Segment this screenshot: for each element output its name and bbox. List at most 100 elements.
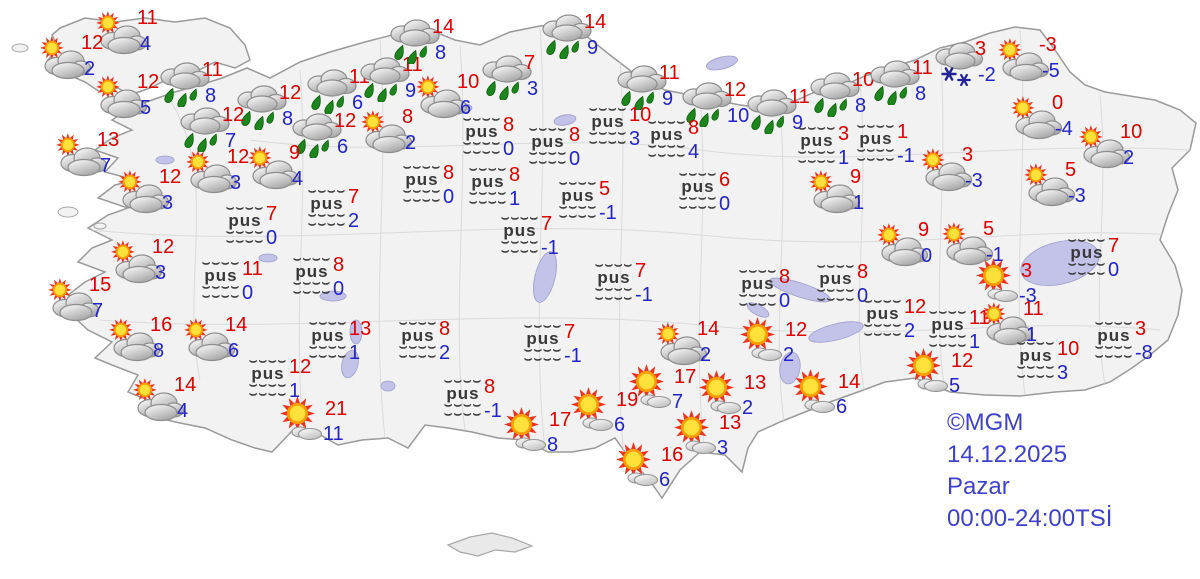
- fog-icon: ⌣⌣⌣⌣ pus ⌣⌣⌣⌣ ⌣⌣⌣⌣: [669, 168, 727, 214]
- high-temp: 8: [402, 106, 414, 128]
- low-temp: -2: [978, 64, 996, 86]
- low-temp: -1: [897, 145, 915, 167]
- fog-wave-row: ⌣⌣⌣⌣: [443, 374, 483, 389]
- high-temp: 14: [697, 318, 720, 340]
- low-temp: -1: [541, 237, 559, 259]
- sun-icon: [899, 346, 955, 392]
- fog-icon: ⌣⌣⌣⌣ pus ⌣⌣⌣⌣ ⌣⌣⌣⌣: [1007, 337, 1065, 383]
- low-temp: 5: [949, 375, 961, 397]
- high-temp: 8: [857, 261, 869, 283]
- low-temp: 8: [153, 340, 165, 362]
- time-range-text: 00:00-24:00TSİ: [947, 505, 1113, 532]
- low-temp: 0: [921, 245, 933, 267]
- low-temp: -1: [564, 345, 582, 367]
- fog-label: pus: [526, 329, 560, 348]
- fog-icon: ⌣⌣⌣⌣ pus ⌣⌣⌣⌣ ⌣⌣⌣⌣: [298, 184, 356, 231]
- fog-wave-row: ⌣⌣⌣⌣: [443, 407, 483, 422]
- low-temp: -3: [1019, 285, 1037, 307]
- low-temp: 11: [323, 423, 344, 445]
- high-temp: 12: [152, 236, 175, 258]
- low-temp: 3: [717, 437, 729, 459]
- low-temp: -3: [965, 170, 983, 192]
- high-temp: 12: [951, 350, 974, 372]
- low-temp: 2: [904, 320, 916, 342]
- low-temp: 0: [857, 285, 869, 307]
- low-temp: 0: [569, 148, 581, 170]
- fog-wave-row: ⌣⌣⌣⌣: [402, 193, 442, 208]
- fog-wave-row: ⌣⌣⌣⌣: [308, 340, 348, 355]
- fog-wave-row: ⌣⌣⌣⌣: [468, 186, 508, 201]
- fog-label: pus: [1070, 243, 1104, 262]
- high-temp: 12: [222, 104, 245, 126]
- fog-label: pus: [650, 125, 684, 144]
- low-temp: 0: [242, 282, 254, 304]
- high-temp: 8: [779, 266, 791, 288]
- fog-icon: ⌣⌣⌣⌣ pus ⌣⌣⌣⌣ ⌣⌣⌣⌣: [847, 119, 905, 166]
- fog-wave-row: ⌣⌣⌣⌣: [1094, 349, 1134, 364]
- fog-wave-row: ⌣⌣⌣⌣: [402, 184, 442, 199]
- fog-wave-row: ⌣⌣⌣⌣: [863, 294, 903, 309]
- low-temp: 0: [443, 186, 455, 208]
- fog-label: pus: [819, 269, 853, 288]
- high-temp: 8: [569, 124, 581, 146]
- fog-wave-row: ⌣⌣⌣⌣: [856, 119, 896, 134]
- credit-text: ©MGM: [947, 409, 1024, 436]
- low-temp: 7: [672, 391, 684, 413]
- high-temp: 12: [724, 79, 747, 101]
- fog-wave-row: ⌣⌣⌣⌣: [594, 291, 634, 306]
- low-temp: 8: [282, 108, 294, 130]
- fog-icon: ⌣⌣⌣⌣ pus ⌣⌣⌣⌣ ⌣⌣⌣⌣: [585, 259, 643, 306]
- sun-icon: [969, 256, 1025, 302]
- low-temp: 0: [503, 138, 515, 160]
- low-temp: -1: [599, 202, 617, 224]
- fog-icon: ⌣⌣⌣⌣ pus ⌣⌣⌣⌣ ⌣⌣⌣⌣: [393, 161, 451, 208]
- low-temp: 4: [688, 141, 700, 163]
- low-temp: 2: [84, 58, 96, 80]
- low-temp: 9: [792, 112, 804, 134]
- fog-wave-row: ⌣⌣⌣⌣: [523, 319, 563, 334]
- high-temp: 3: [975, 38, 987, 60]
- low-temp: -8: [1135, 342, 1153, 364]
- low-temp: 8: [547, 434, 559, 456]
- high-temp: 13: [744, 372, 767, 394]
- fog-icon: ⌣⌣⌣⌣ pus ⌣⌣⌣⌣ ⌣⌣⌣⌣: [549, 177, 607, 223]
- sun-icon: [733, 315, 789, 361]
- low-temp: 1: [838, 147, 850, 169]
- high-temp: 11: [137, 7, 158, 29]
- low-temp: 1: [289, 380, 301, 402]
- fog-label: pus: [503, 221, 537, 240]
- low-temp: 5: [140, 97, 152, 119]
- low-temp: 3: [629, 128, 641, 150]
- fog-label: pus: [465, 122, 499, 141]
- low-temp: -1: [986, 244, 1004, 266]
- fog-wave-row: ⌣⌣⌣⌣: [528, 155, 568, 170]
- fog-icon: ⌣⌣⌣⌣ pus ⌣⌣⌣⌣ ⌣⌣⌣⌣: [299, 317, 357, 363]
- fog-wave-row: ⌣⌣⌣⌣: [292, 252, 332, 267]
- fog-icon: ⌣⌣⌣⌣ pus ⌣⌣⌣⌣ ⌣⌣⌣⌣: [514, 319, 572, 366]
- fog-icon: ⌣⌣⌣⌣ pus ⌣⌣⌣⌣ ⌣⌣⌣⌣: [638, 116, 696, 162]
- fog-wave-row: ⌣⌣⌣⌣: [468, 195, 508, 210]
- fog-wave-row: ⌣⌣⌣⌣: [307, 184, 347, 199]
- sun-icon: [564, 385, 620, 431]
- fog-wave-row: ⌣⌣⌣⌣: [528, 122, 568, 137]
- fog-wave-row: ⌣⌣⌣⌣: [528, 146, 568, 161]
- fog-icon: ⌣⌣⌣⌣ pus ⌣⌣⌣⌣ ⌣⌣⌣⌣: [192, 257, 250, 303]
- fog-wave-row: ⌣⌣⌣⌣: [1016, 360, 1056, 375]
- fog-label: pus: [531, 132, 565, 151]
- fog-wave-row: ⌣⌣⌣⌣: [594, 282, 634, 297]
- fog-wave-row: ⌣⌣⌣⌣: [523, 343, 563, 358]
- fog-icon: ⌣⌣⌣⌣ pus ⌣⌣⌣⌣ ⌣⌣⌣⌣: [788, 122, 846, 168]
- low-temp: -1: [635, 284, 653, 306]
- fog-wave-row: ⌣⌣⌣⌣: [928, 338, 968, 353]
- low-temp: 2: [348, 210, 360, 232]
- high-temp: 11: [789, 86, 810, 108]
- high-temp: 10: [1057, 338, 1080, 360]
- fog-wave-row: ⌣⌣⌣⌣: [225, 234, 265, 249]
- fog-icon: ⌣⌣⌣⌣ pus ⌣⌣⌣⌣ ⌣⌣⌣⌣: [491, 212, 549, 258]
- fog-icon: ⌣⌣⌣⌣ pus ⌣⌣⌣⌣ ⌣⌣⌣⌣: [434, 374, 492, 422]
- low-temp: 1: [853, 192, 865, 214]
- fog-wave-row: ⌣⌣⌣⌣: [225, 201, 265, 216]
- low-temp: 8: [205, 85, 217, 107]
